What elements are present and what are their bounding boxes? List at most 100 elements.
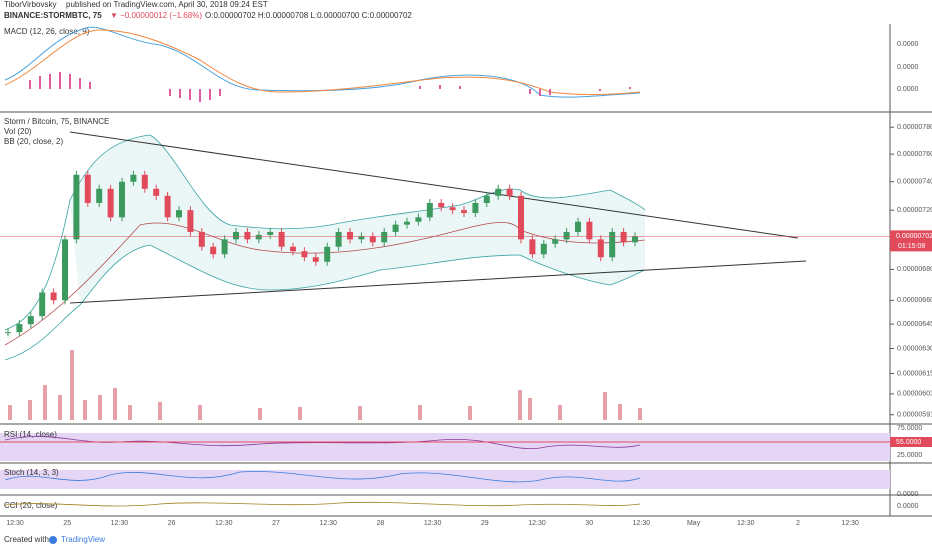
candle-body — [255, 234, 262, 240]
macd-histogram — [29, 72, 631, 102]
y-tick-label: 0.00000630 — [897, 345, 932, 352]
candle-body — [312, 257, 319, 262]
candle-body — [552, 239, 559, 244]
last-price-tag — [890, 230, 932, 252]
stoch-axis-label: 0.0000 — [897, 491, 919, 498]
macd-axis-label: 0.0000 — [897, 41, 919, 48]
last-price-label: 0.00000702 — [896, 233, 932, 240]
x-tick-label: 29 — [481, 520, 489, 527]
ohlc: O:0.00000702 H:0.00000708 L:0.00000700 C… — [205, 11, 412, 20]
bb-lower — [4, 244, 646, 361]
candle-body — [198, 231, 205, 247]
candle-body — [210, 246, 217, 255]
x-tick-label: 12:30 — [737, 520, 755, 527]
published: published on TradingView.com, April 30, … — [66, 0, 268, 9]
stoch-title: Stoch (14, 3, 3) — [4, 468, 59, 477]
candle-body — [39, 292, 46, 317]
macd-title: MACD (12, 26, close, 9) — [4, 27, 90, 36]
candle-body — [153, 188, 160, 196]
rsi-axis-label: 75.0000 — [897, 425, 922, 432]
bb-fill — [70, 135, 645, 305]
y-tick-label: 0.00000780 — [897, 124, 932, 131]
x-tick-label: 30 — [585, 520, 593, 527]
candle-body — [62, 239, 68, 301]
stoch-band — [0, 470, 890, 489]
candle-body — [415, 217, 422, 222]
footer-created: Created with — [4, 535, 49, 544]
candle-body — [301, 251, 308, 258]
trendline-lower — [69, 260, 807, 304]
y-tick-label: 0.00000740 — [897, 179, 932, 186]
stoch-k — [4, 471, 641, 483]
candle-body — [495, 188, 502, 196]
candle-body — [529, 239, 536, 255]
candle-body — [472, 202, 479, 214]
candle-body — [278, 231, 285, 247]
change: ▼ −0.00000012 (−1.68%) — [110, 11, 202, 20]
x-tick-label: 12:30 — [215, 520, 233, 527]
y-tick-label: 0.00000645 — [897, 321, 932, 328]
candle-body — [609, 231, 616, 258]
candle-body — [620, 231, 627, 243]
candle-body — [381, 231, 388, 243]
candle-body — [483, 195, 490, 203]
candle-body — [518, 195, 524, 240]
y-tick-label: 0.00000760 — [897, 151, 932, 158]
rsi-axis-label: 25.0000 — [897, 452, 922, 459]
x-tick-label: 12:30 — [841, 520, 859, 527]
chart-title: Storm / Bitcoin, 75, BINANCE — [4, 117, 109, 126]
tradingview-logo — [49, 536, 57, 544]
candle-body — [358, 236, 365, 240]
candle-body — [335, 231, 342, 247]
candle-body — [96, 188, 103, 203]
candle-body — [575, 221, 581, 232]
candle-body — [586, 221, 593, 240]
candle-body — [369, 236, 376, 243]
legend-entry: Vol (20) — [4, 127, 32, 136]
x-tick-label: 12:30 — [6, 520, 24, 527]
candle-body — [119, 181, 125, 218]
candle-body — [438, 202, 445, 208]
candle-body — [597, 239, 604, 258]
volume-bars — [8, 350, 642, 420]
candle-body — [347, 231, 353, 240]
candle-body — [449, 207, 456, 211]
macd-axis-label: 0.0000 — [897, 86, 919, 93]
candle-body — [50, 292, 57, 301]
rsi-tag — [890, 437, 932, 447]
cci-title: CCI (20, close) — [4, 501, 58, 510]
y-tick-label: 0.00000615 — [897, 370, 932, 377]
candle-body — [461, 210, 467, 214]
candle-body — [267, 231, 274, 235]
cci-axis-label: 0.0000 — [897, 503, 919, 510]
rsi-band — [0, 433, 890, 461]
candle-body — [563, 231, 570, 240]
countdown: 01:15:08 — [898, 243, 925, 250]
trendline-upper — [69, 131, 799, 239]
candle-body — [141, 174, 148, 189]
x-tick-label: 2 — [796, 520, 800, 527]
candle-body — [84, 174, 91, 203]
candle-body — [233, 231, 239, 240]
rsi-axis-label: 55.0000 — [896, 439, 921, 446]
candle-body — [506, 188, 513, 196]
footer-brand[interactable]: TradingView — [61, 535, 105, 544]
x-tick-label: May — [687, 520, 701, 527]
x-tick-label: 28 — [377, 520, 385, 527]
y-tick-label: 0.00000660 — [897, 297, 932, 304]
candle-body — [107, 188, 114, 218]
candle-body — [16, 324, 23, 333]
candle-body — [426, 202, 433, 218]
candle-body — [632, 236, 638, 243]
x-tick-label: 12:30 — [424, 520, 442, 527]
author[interactable]: TiborVirbovsky — [4, 0, 56, 9]
y-tick-label: 0.00000591 — [897, 412, 932, 419]
x-tick-label: 25 — [63, 520, 71, 527]
candle-body — [187, 210, 194, 232]
x-tick-label: 12:30 — [319, 520, 337, 527]
x-tick-label: 26 — [168, 520, 176, 527]
candle-body — [130, 174, 137, 182]
x-tick-label: 12:30 — [633, 520, 651, 527]
macd-axis-label: 0.0000 — [897, 64, 919, 71]
